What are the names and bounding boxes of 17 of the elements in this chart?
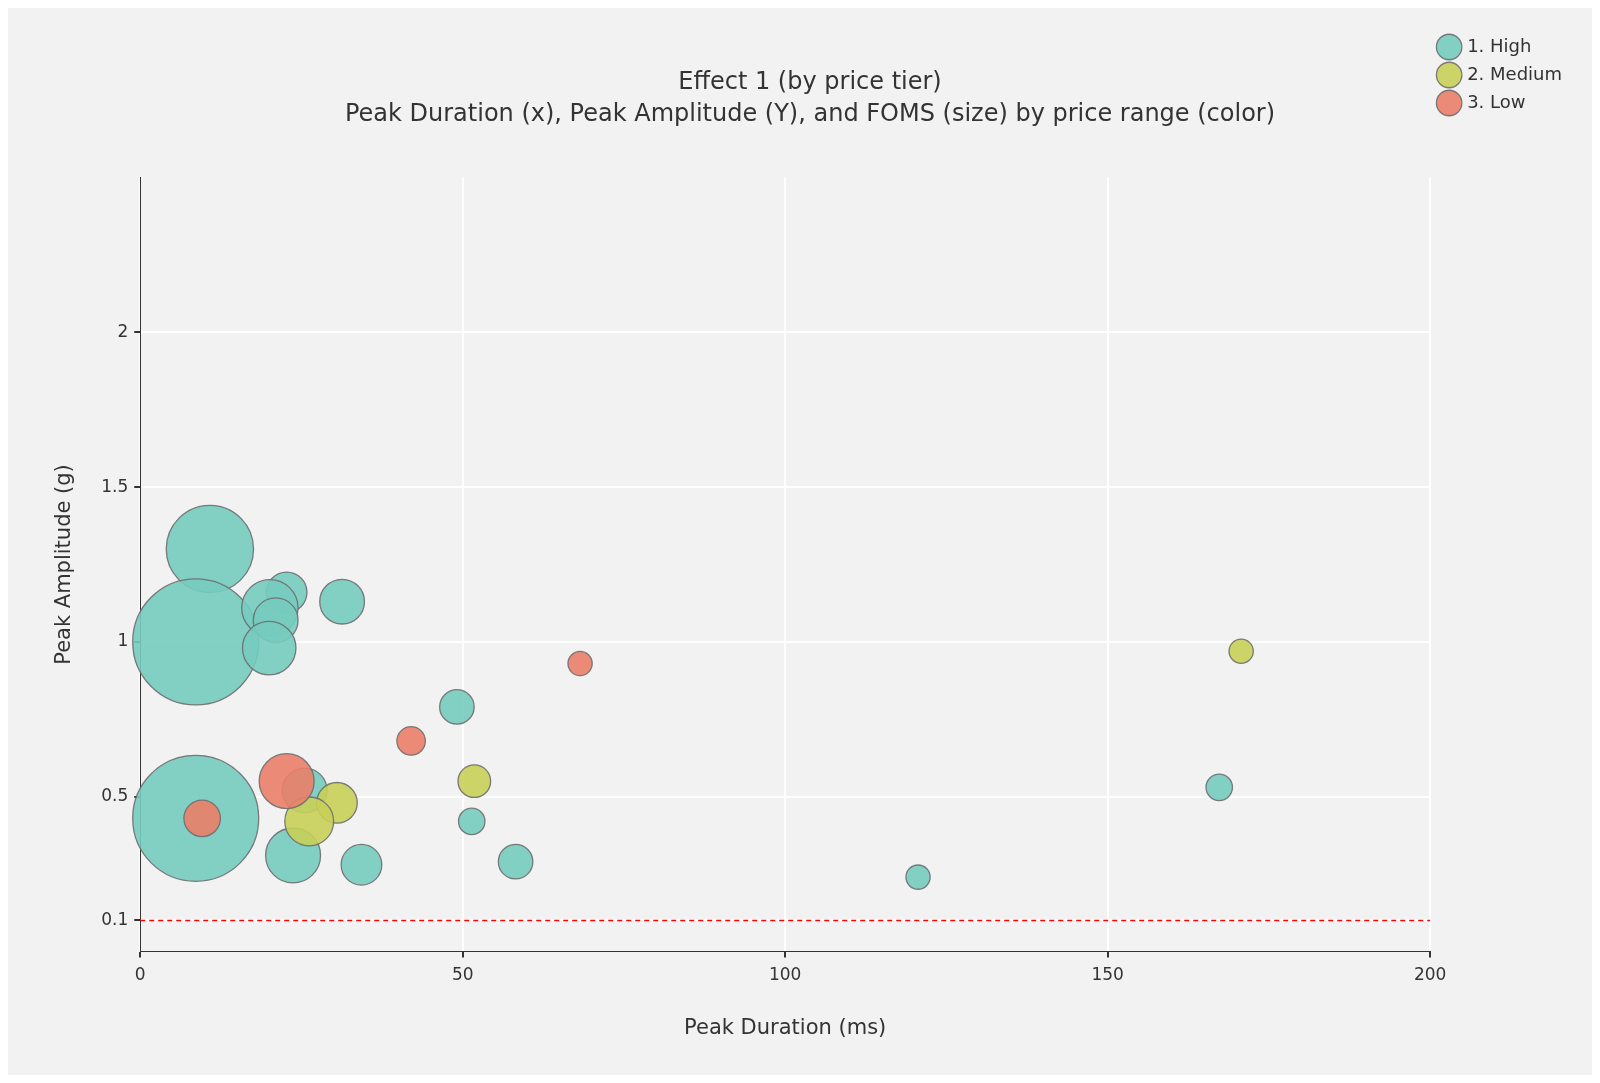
y-axis-title: Peak Amplitude (g)	[51, 464, 76, 665]
y-tick-label: 0.1	[101, 908, 129, 929]
legend-label: 1. High	[1467, 34, 1532, 56]
x-axis-title: Peak Duration (ms)	[684, 1014, 887, 1039]
legend-label: 2. Medium	[1467, 62, 1563, 84]
x-tick-label: 200	[1413, 964, 1447, 985]
y-tick-label: 2	[117, 320, 129, 341]
y-tick-label: 1.5	[101, 475, 129, 496]
chart-title: Effect 1 (by price tier)	[678, 66, 942, 95]
y-tick-label: 1	[117, 630, 129, 651]
x-tick-label: 0	[134, 964, 146, 985]
x-tick-label: 100	[768, 964, 802, 985]
y-tick-label: 0.5	[101, 785, 129, 806]
x-tick-label: 150	[1091, 964, 1124, 985]
chart-subtitle: Peak Duration (x), Peak Amplitude (Y), and FOMS (size) by price range (color)	[344, 99, 1276, 128]
legend-label: 3. Low	[1467, 90, 1526, 112]
x-tick-label: 50	[451, 964, 474, 985]
